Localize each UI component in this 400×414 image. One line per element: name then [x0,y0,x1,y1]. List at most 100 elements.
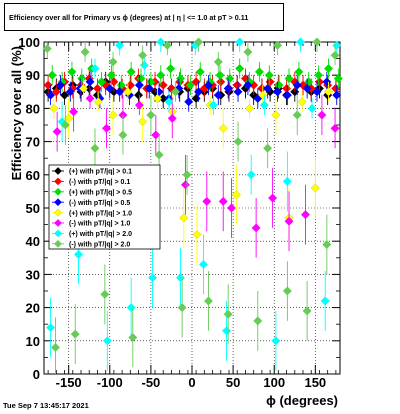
data-point [317,110,327,120]
x-tick-label: 0 [188,375,195,390]
data-point [271,336,281,346]
data-point [320,296,330,306]
data-point [218,196,228,206]
data-point [243,80,253,90]
x-axis-label: ϕ (degrees) [266,393,338,408]
data-point [185,80,195,90]
data-point [180,180,190,190]
data-point [314,70,324,80]
data-point [191,77,201,87]
data-point [300,210,311,220]
data-point [322,77,332,87]
data-point [231,190,241,200]
y-axis-label: Efficiency over all (%) [9,46,24,180]
legend-entry: (-) with pT/|q| > 0.1 [52,177,130,186]
data-point [67,67,77,77]
data-point [292,110,302,120]
data-point [50,342,61,352]
x-tick-label: -50 [141,375,160,390]
legend-marker [54,229,62,238]
x-tick-label: 150 [304,375,326,390]
data-point [216,77,226,87]
data-point [263,143,273,153]
data-point [43,80,53,90]
data-point [46,322,56,333]
data-point [52,127,62,137]
data-point [330,123,340,133]
data-point [138,50,148,60]
data-point [105,83,115,94]
y-tick-label: 90 [26,68,40,83]
y-tick-label: 60 [26,168,40,183]
legend-entry: (+) with pT/|q| > 0.1 [52,167,132,176]
y-tick-label: 70 [26,135,40,150]
data-point [323,64,334,74]
data-point [295,37,306,47]
data-point [151,130,161,140]
y-tick-label: 30 [26,267,40,282]
y-tick-label: 0 [33,367,40,382]
data-point [243,47,253,57]
data-point [302,306,312,316]
data-point [97,77,107,87]
data-point [106,70,116,80]
data-point [93,97,103,107]
series-6 [52,88,340,258]
data-point [332,90,342,100]
data-point [73,249,84,260]
data-point [126,303,136,313]
data-point [194,87,204,97]
data-point [264,70,274,80]
data-point [258,90,268,100]
data-point [115,87,125,97]
legend-marker [54,177,62,186]
legend-marker [54,167,62,175]
data-point [314,77,324,87]
data-point [51,87,61,97]
data-point [115,40,125,50]
data-point [179,213,189,223]
data-point [147,273,158,283]
data-point [282,90,292,100]
x-axis-ticks: -150 -100 -50 0 50 100 150 [47,42,337,390]
data-point [223,309,233,319]
data-point [134,100,144,110]
legend-marker [54,219,62,227]
data-point [253,316,263,326]
data-point [90,64,100,74]
data-point [158,80,168,90]
timestamp: Tue Sep 7 13:45:17 2021 [3,401,89,410]
data-point [310,183,320,193]
data-series-layer [42,37,343,374]
series-3 [47,58,343,96]
data-point [162,40,172,50]
legend-label: (-) with pT/|q| > 1.0 [69,221,130,228]
data-point [194,37,204,47]
data-point [167,113,177,123]
legend-marker [54,239,62,248]
data-point [223,83,233,94]
legend-label: (-) with pT/|q| > 0.1 [69,179,130,186]
data-point [42,44,52,54]
data-point [332,40,342,50]
data-point [78,83,89,94]
data-point [77,73,87,84]
data-point [177,303,187,313]
x-tick-label: 50 [226,375,240,390]
data-point [225,73,235,84]
data-point [80,47,90,57]
legend-box [48,164,161,250]
data-point [233,137,243,147]
data-point [49,103,59,113]
data-point [282,176,292,186]
data-point [284,216,294,226]
chart-title: Efficiency over all for Primary vs ϕ (de… [4,3,284,31]
data-point [213,57,223,67]
y-axis-ticks: 0 10 20 30 40 50 60 70 80 90 100 [18,35,340,382]
data-point [272,87,283,97]
data-point [126,67,136,77]
data-point [330,50,340,60]
data-point [166,64,176,74]
legend-entry: (-) with pT/|q| > 1.0 [52,219,130,228]
data-point [203,80,213,90]
